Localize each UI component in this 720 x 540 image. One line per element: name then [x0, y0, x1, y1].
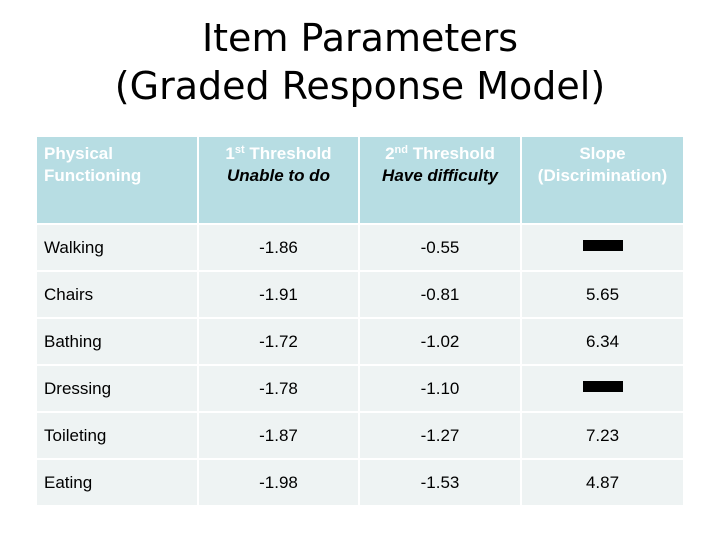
header-slope: Slope (Discrimination): [521, 137, 685, 224]
slope-cell: 7.23: [521, 411, 685, 459]
table-header-row: Physical Functioning 1st Threshold Unabl…: [37, 137, 685, 224]
second-threshold-cell: -1.10: [359, 364, 522, 412]
header-first-threshold-number: 1: [225, 144, 235, 163]
header-first-threshold-label: Threshold: [244, 144, 332, 163]
slide-title: Item Parameters (Graded Response Model): [0, 14, 720, 110]
item-name-cell: Chairs: [37, 270, 199, 318]
second-threshold-cell: -0.55: [359, 223, 522, 271]
header-physical-functioning: Physical Functioning: [37, 137, 199, 224]
slope-cell: 4.87: [521, 458, 685, 505]
slope-cell: 6.34: [521, 317, 685, 365]
slope-cell: 5.65: [521, 270, 685, 318]
title-line-2: (Graded Response Model): [114, 64, 606, 108]
item-parameters-table: Physical Functioning 1st Threshold Unabl…: [37, 137, 685, 505]
first-threshold-cell: -1.98: [198, 458, 360, 505]
title-line-1: Item Parameters: [201, 16, 519, 60]
second-threshold-cell: -0.81: [359, 270, 522, 318]
header-slope-label: Slope: [579, 144, 626, 163]
header-first-threshold-suffix: st: [234, 144, 245, 156]
table-row: Walking -1.86 -0.55: [37, 223, 685, 271]
first-threshold-cell: -1.87: [198, 411, 360, 459]
first-threshold-cell: -1.86: [198, 223, 360, 271]
table-row: Bathing -1.72 -1.02 6.34: [37, 317, 685, 365]
item-name-cell: Dressing: [37, 364, 199, 412]
header-first-threshold-sub: Unable to do: [227, 166, 330, 185]
item-name-cell: Bathing: [37, 317, 199, 365]
header-physical-functioning-label: Physical Functioning: [44, 144, 142, 185]
header-second-threshold-suffix: nd: [394, 144, 408, 156]
header-second-threshold-label: Threshold: [408, 144, 495, 163]
header-second-threshold-sub: Have difficulty: [382, 166, 498, 185]
table-row: Toileting -1.87 -1.27 7.23: [37, 411, 685, 459]
second-threshold-cell: -1.53: [359, 458, 522, 505]
table-row: Eating -1.98 -1.53 4.87: [37, 458, 685, 505]
item-name-cell: Eating: [37, 458, 199, 505]
redaction-bar: [582, 239, 623, 251]
header-first-threshold: 1st Threshold Unable to do: [198, 137, 360, 224]
table-row: Chairs -1.91 -0.81 5.65: [37, 270, 685, 318]
redaction-bar: [582, 380, 623, 392]
slope-cell: [521, 223, 685, 271]
first-threshold-cell: -1.91: [198, 270, 360, 318]
first-threshold-cell: -1.78: [198, 364, 360, 412]
header-slope-sub: (Discrimination): [537, 166, 668, 185]
table-row: Dressing -1.78 -1.10: [37, 364, 685, 412]
second-threshold-cell: -1.27: [359, 411, 522, 459]
item-name-cell: Toileting: [37, 411, 199, 459]
item-name-cell: Walking: [37, 223, 199, 271]
header-second-threshold: 2nd Threshold Have difficulty: [359, 137, 522, 224]
first-threshold-cell: -1.72: [198, 317, 360, 365]
slope-cell: [521, 364, 685, 412]
second-threshold-cell: -1.02: [359, 317, 522, 365]
header-second-threshold-number: 2: [385, 144, 395, 163]
